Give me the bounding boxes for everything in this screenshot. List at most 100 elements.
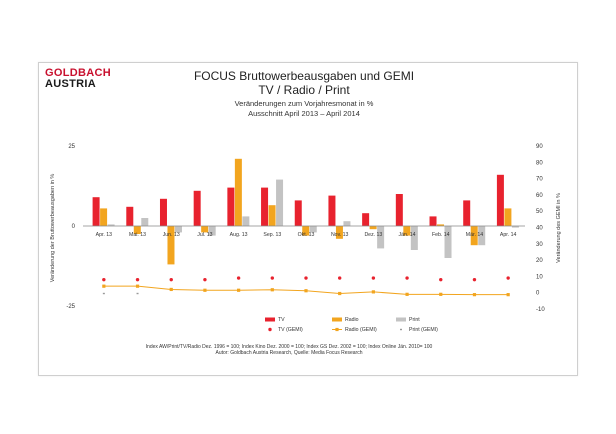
legend-swatch-print (396, 317, 406, 322)
x-tick-label: Jul. 13 (197, 232, 212, 238)
y-left-tick: 0 (72, 224, 76, 230)
gemi-marker-tv-0 (102, 277, 106, 282)
bar-print-9 (410, 226, 418, 250)
chart-subtitle: TV / Radio / Print (258, 83, 350, 97)
x-tick-label: Aug. 13 (230, 232, 248, 238)
gemi-marker-tv-7 (337, 276, 342, 280)
legend-label-radio-gemi: Radio (GEMI) (345, 327, 377, 333)
bar-tv-10 (429, 216, 437, 226)
bar-radio-6 (302, 226, 310, 236)
gemi-marker-print-1 (136, 292, 139, 295)
gemi-group (102, 276, 510, 297)
bar-radio-10 (437, 224, 445, 226)
legend-label-print: Print (409, 317, 420, 323)
legend-label-tv-gemi: TV (GEMI) (278, 327, 303, 333)
legend-swatch-print-gemi (400, 328, 402, 331)
bar-radio-8 (369, 226, 377, 230)
y-right-label: Veränderung des GEMI in % (556, 193, 562, 263)
bar-tv-2 (159, 198, 167, 226)
logo-goldbach: GOLDBACH (45, 67, 111, 79)
bar-tv-3 (193, 190, 201, 226)
gemi-marker-radio-5 (270, 288, 274, 292)
y-right-tick: 30 (536, 242, 543, 248)
bar-tv-1 (126, 206, 134, 226)
y-left-tick: -25 (66, 304, 75, 310)
x-tick-label: Dez. 13 (364, 232, 382, 238)
chart-subtitle-line3: Veränderungen zum Vorjahresmonat in % (234, 99, 374, 108)
y-left-tick: 25 (68, 144, 75, 150)
bar-print-8 (377, 226, 385, 249)
bar-radio-11 (470, 226, 478, 246)
y-right-tick: 50 (536, 209, 543, 215)
gemi-marker-radio-7 (338, 291, 342, 296)
bar-tv-12 (496, 174, 504, 226)
bar-tv-6 (294, 200, 302, 226)
bar-radio-7 (335, 226, 343, 239)
x-tick-label: Jän. 14 (399, 232, 416, 238)
y-right-tick: 10 (536, 274, 543, 280)
logo-austria: AUSTRIA (45, 78, 96, 90)
gemi-marker-tv-12 (506, 276, 510, 280)
gemi-marker-radio-0 (102, 284, 106, 288)
bar-radio-5 (268, 205, 276, 226)
bar-radio-12 (504, 208, 512, 226)
bar-tv-11 (463, 200, 471, 226)
y-right-tick: -10 (536, 307, 545, 313)
bar-print-1 (141, 218, 149, 226)
bar-print-0 (107, 224, 115, 226)
bar-tv-4 (227, 187, 235, 226)
footnote-source: Autor: Goldbach Austria Research, Quelle… (215, 350, 363, 356)
y-right-tick: 20 (536, 258, 543, 264)
legend-swatch-tv (265, 317, 275, 322)
bar-print-6 (309, 226, 317, 233)
gemi-marker-radio-1 (135, 284, 140, 288)
slide: GOLDBACH AUSTRIA FOCUS Bruttowerbeausgab… (38, 62, 578, 376)
gemi-marker-tv-11 (472, 277, 477, 282)
x-tick-label: Nov. 13 (331, 232, 349, 238)
gemi-marker-tv-1 (135, 277, 140, 282)
y-right-tick: 60 (536, 193, 543, 199)
bar-radio-0 (100, 208, 108, 226)
legend-swatch-radio (332, 317, 342, 322)
legend-label-tv: TV (278, 317, 285, 323)
x-tick-label: Feb. 14 (432, 232, 450, 238)
bar-tv-9 (395, 194, 403, 226)
gemi-marker-radio-2 (169, 287, 173, 292)
bar-radio-9 (403, 226, 411, 236)
gemi-marker-tv-4 (236, 276, 241, 280)
chart-title: FOCUS Bruttowerbeausgaben und GEMI (193, 69, 415, 83)
gemi-marker-tv-5 (270, 276, 275, 280)
y-right-tick: 40 (536, 226, 543, 232)
bar-print-7 (343, 221, 351, 226)
gemi-marker-tv-9 (405, 276, 409, 280)
y-right-tick: 70 (536, 177, 543, 183)
gemi-marker-tv-10 (439, 277, 443, 282)
x-tick-label: Mär. 14 (466, 232, 483, 238)
gemi-marker-radio-8 (371, 290, 375, 294)
legend-swatch-tv-gemi (268, 327, 272, 332)
legend-group: TV Radio Print TV (GEMI) Radio (GEMI) Print (… (265, 317, 438, 333)
y-right-tick: 0 (536, 291, 540, 297)
bar-tv-7 (328, 195, 336, 226)
bar-print-4 (242, 216, 250, 226)
legend-label-print-gemi: Print (GEMI) (409, 327, 438, 333)
bars-group (92, 158, 519, 265)
x-tick-label: Okt. 13 (298, 232, 315, 238)
x-tick-label: Apr. 14 (500, 232, 517, 238)
bar-tv-8 (362, 213, 370, 226)
gemi-marker-radio-9 (405, 292, 409, 296)
bar-print-3 (208, 226, 216, 236)
bar-tv-0 (92, 197, 100, 226)
bar-radio-2 (167, 226, 175, 265)
x-tick-label: Apr. 13 (96, 232, 113, 238)
gemi-marker-radio-6 (304, 289, 308, 293)
footnote-index: Index AW/Print/TV/Radio Dez. 1996 = 100;… (145, 344, 433, 350)
legend-swatch-radio-gemi (335, 327, 339, 332)
gemi-marker-tv-8 (371, 276, 376, 280)
bar-print-2 (174, 226, 182, 233)
x-tick-label: Sep. 13 (263, 232, 281, 238)
gemi-marker-print-0 (102, 292, 105, 295)
y-left-label: Veränderung der Bruttowerbeausgaben in % (50, 174, 56, 283)
bar-print-11 (478, 226, 486, 246)
x-tick-label: Jun. 13 (163, 232, 180, 238)
